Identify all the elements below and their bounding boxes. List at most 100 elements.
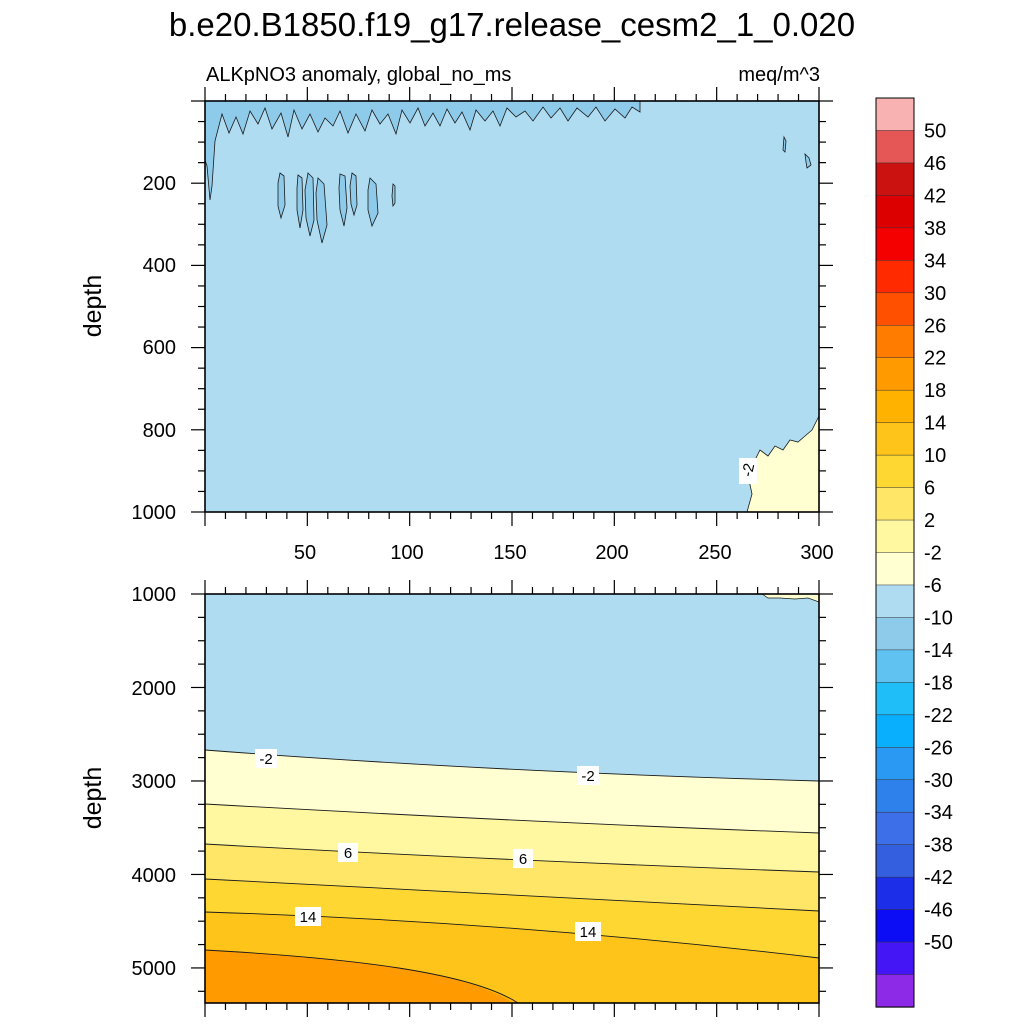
- colorbar-label: -22: [924, 705, 953, 727]
- upper-x-tick-300: 300: [800, 542, 833, 564]
- colorbar-box: [875, 357, 915, 391]
- upper-field-background: [205, 101, 819, 512]
- colorbar-label: 2: [924, 510, 935, 532]
- colorbar-box: [875, 162, 915, 197]
- colorbar-boxes: [875, 97, 915, 1008]
- upper-y-tick-labels: 200 400 600 800 1000: [132, 173, 177, 524]
- lower-y-axis-label: depth: [79, 767, 107, 830]
- colorbar-box: [875, 909, 915, 943]
- subsurface-pocket-1: [277, 172, 286, 220]
- colorbar-label: -30: [924, 770, 953, 792]
- lower-contour-label-5-bg: [295, 907, 321, 926]
- subsurface-pocket-7: [367, 177, 379, 228]
- colorbar-label: 50: [924, 120, 946, 142]
- colorbar-box: [875, 811, 915, 846]
- colorbar-label: 14: [924, 413, 946, 435]
- colorbar-frame: [875, 97, 915, 1008]
- colorbar-label: 46: [924, 153, 946, 175]
- colorbar-box: [875, 876, 915, 911]
- lower-contour-label-4-text: 6: [519, 851, 527, 868]
- upper-x-tick-100: 100: [390, 542, 423, 564]
- colorbar-label: -14: [924, 640, 953, 662]
- colorbar-label: -38: [924, 835, 953, 857]
- colorbar-box: [875, 260, 915, 294]
- colorbar-label: 38: [924, 218, 946, 240]
- colorbar-box: [875, 617, 915, 651]
- colorbar-box: [875, 747, 915, 781]
- subsurface-pocket-10: [804, 152, 812, 169]
- colorbar-label: 18: [924, 380, 946, 402]
- colorbar-box: [875, 227, 915, 261]
- upper-contour-label-1-bg: [739, 458, 757, 484]
- subsurface-pocket-4: [315, 177, 328, 244]
- upper-contour-label-1-text: -2: [739, 462, 758, 479]
- colorbar-box: [875, 974, 915, 1008]
- subsurface-pocket-2: [296, 174, 304, 229]
- lower-contour-label-3-bg: [338, 843, 358, 862]
- lower-panel: -2 -2 6 6 14 14 1000 2000 3000 4000: [79, 580, 833, 1017]
- colorbar-box: [875, 130, 915, 164]
- contour-line-6: [204, 843, 820, 873]
- contour-line-14: [204, 911, 820, 959]
- colorbar-box: [875, 941, 915, 976]
- upper-x-tick-labels: 50 100 150 200 250 300: [294, 542, 834, 564]
- upper-tick-marks: [191, 87, 833, 526]
- upper-right-label: meq/m^3: [738, 64, 820, 86]
- upper-x-tick-200: 200: [595, 542, 628, 564]
- lower-contour-label-5: 14: [295, 907, 321, 926]
- colorbar-label: 42: [924, 185, 946, 207]
- lower-contour-label-2-bg: [577, 766, 599, 785]
- lower-y-tick-1000: 1000: [132, 584, 177, 606]
- upper-x-tick-150: 150: [493, 542, 526, 564]
- surface-streaks-region: [204, 100, 641, 201]
- colorbar-box: [875, 97, 915, 132]
- colorbar-label: -2: [924, 543, 942, 565]
- lower-contour-label-2-text: -2: [581, 768, 594, 785]
- colorbar-labels: 50 46 42 38 34 30 26 22 18 14 10 6 2 -2 -6 -10 -14 -18 -22…: [924, 120, 953, 954]
- colorbar-label: -50: [924, 932, 953, 954]
- subsurface-pocket-8: [391, 183, 396, 208]
- band-22-to-26: [205, 950, 512, 1003]
- lower-y-tick-4000: 4000: [132, 865, 177, 887]
- contour-line-18: [204, 949, 519, 1004]
- colorbar-box: [875, 195, 915, 229]
- colorbar: 50 46 42 38 34 30 26 22 18 14 10 6 2 -2 -6 -10 -14 -18 -22…: [875, 97, 953, 1008]
- colorbar-box: [875, 552, 915, 586]
- colorbar-box: [875, 325, 915, 359]
- upper-panel: ALKpNO3 anomaly, global_no_ms meq/m^3 -2…: [79, 64, 834, 564]
- lower-contour-label-6: 14: [575, 922, 601, 941]
- lower-y-tick-5000: 5000: [132, 958, 177, 980]
- colorbar-label: -26: [924, 737, 953, 759]
- upper-y-tick-800: 800: [143, 420, 176, 442]
- lower-y-tick-labels: 1000 2000 3000 4000 5000: [132, 584, 177, 980]
- lower-contour-label-3: 6: [338, 843, 358, 862]
- deep-corner-region: [746, 415, 820, 513]
- lower-contour-label-4: 6: [513, 849, 533, 868]
- lower-contour-label-1: -2: [255, 749, 277, 768]
- subsurface-pocket-9: [782, 135, 787, 153]
- upper-left-label: ALKpNO3 anomaly, global_no_ms: [206, 64, 511, 86]
- colorbar-label: -42: [924, 867, 953, 889]
- colorbar-box: [875, 844, 915, 878]
- colorbar-box: [875, 682, 915, 716]
- contour-line-2: [204, 803, 820, 834]
- upper-y-tick-400: 400: [143, 255, 176, 277]
- colorbar-box: [875, 649, 915, 684]
- colorbar-label: -34: [924, 802, 953, 824]
- colorbar-label: 10: [924, 445, 946, 467]
- upper-y-tick-600: 600: [143, 337, 176, 359]
- upper-y-axis-label: depth: [79, 275, 107, 338]
- colorbar-box: [875, 584, 915, 619]
- colorbar-label: 26: [924, 315, 946, 337]
- figure-title: b.e20.B1850.f19_g17.release_cesm2_1_0.02…: [169, 6, 855, 43]
- upper-y-tick-1000: 1000: [132, 502, 177, 524]
- contour-line-minus2: [204, 749, 820, 782]
- upper-y-tick-200: 200: [143, 173, 176, 195]
- colorbar-label: 22: [924, 348, 946, 370]
- lower-y-tick-3000: 3000: [132, 771, 177, 793]
- colorbar-label: 34: [924, 250, 946, 272]
- colorbar-box: [875, 779, 915, 813]
- colorbar-box: [875, 454, 915, 489]
- subsurface-pocket-5: [338, 173, 348, 227]
